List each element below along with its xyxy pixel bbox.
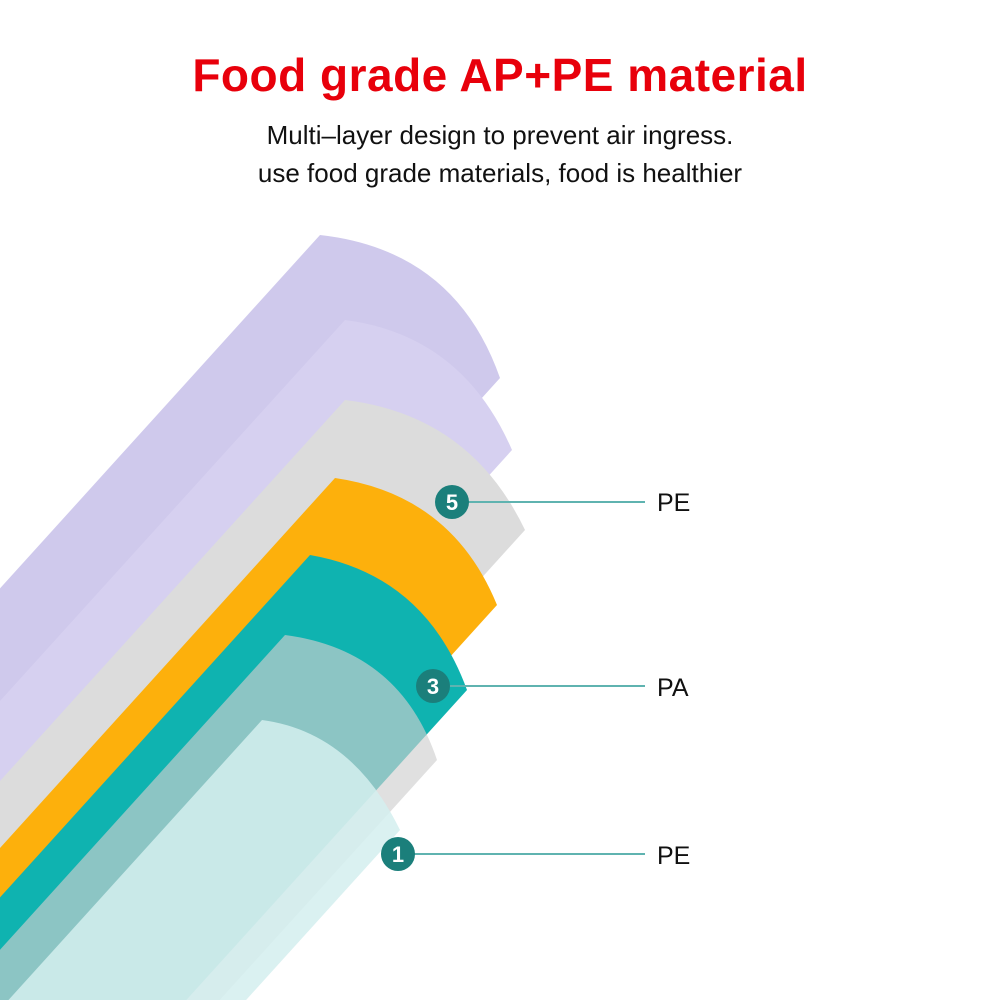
callout-5: 5 PE bbox=[435, 485, 690, 519]
number-badge bbox=[435, 485, 469, 519]
subtitle-line-2: use food grade materials, food is health… bbox=[257, 158, 743, 188]
layer-label: PA bbox=[657, 674, 689, 702]
callout-3: 3 PA bbox=[416, 669, 689, 703]
callout-1: 1 PE bbox=[381, 837, 690, 871]
number-badge bbox=[381, 837, 415, 871]
number-badge bbox=[416, 669, 450, 703]
badge-number: 1 bbox=[392, 842, 404, 867]
layer-label: PE bbox=[657, 489, 690, 517]
page-title: Food grade AP+PE material bbox=[192, 49, 808, 101]
subtitle-line-1: Multi–layer design to prevent air ingres… bbox=[266, 120, 734, 150]
badge-number: 3 bbox=[427, 674, 439, 699]
layer-light-cyan bbox=[8, 720, 400, 1000]
badge-number: 5 bbox=[446, 490, 458, 515]
layer-label: PE bbox=[657, 842, 690, 870]
